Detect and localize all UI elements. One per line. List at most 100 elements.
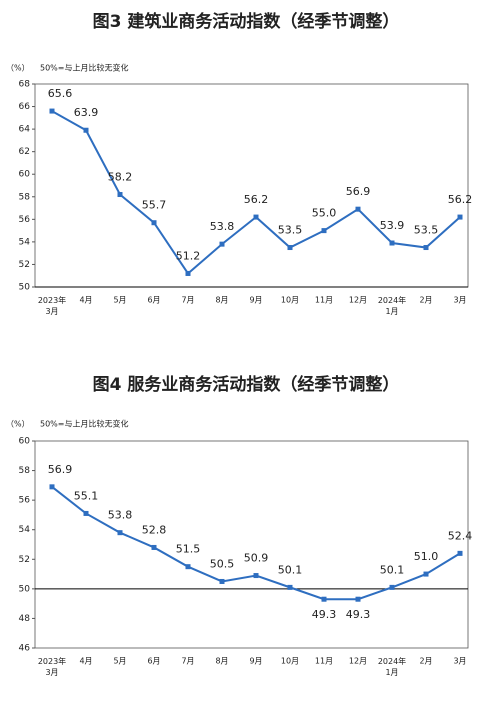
x-tick-label: 2月 <box>419 296 432 305</box>
x-tick-label: 5月 <box>113 657 126 666</box>
marker <box>287 584 293 590</box>
data-label: 55.1 <box>74 489 99 502</box>
plot-frame <box>34 440 469 649</box>
x-tick-label: 10月 <box>281 657 299 666</box>
marker <box>117 530 123 536</box>
y-tick-label: 58 <box>19 466 31 476</box>
x-tick-label: 11月 <box>315 296 333 305</box>
x-tick-label: 8月 <box>215 296 228 305</box>
marker <box>423 571 429 577</box>
y-tick-label: 62 <box>19 147 30 157</box>
data-label: 58.2 <box>108 171 133 184</box>
data-label: 51.5 <box>176 543 201 556</box>
data-label: 65.6 <box>48 87 73 100</box>
x-tick-label: 9月 <box>249 296 262 305</box>
x-tick-label: 4月 <box>79 296 92 305</box>
data-label: 56.9 <box>346 185 371 198</box>
data-label: 56.2 <box>244 193 269 206</box>
y-tick-label: 60 <box>19 170 31 180</box>
data-label: 55.7 <box>142 199 167 212</box>
x-tick-label: 4月 <box>79 657 92 666</box>
y-tick-label: 58 <box>19 192 31 202</box>
data-label: 50.1 <box>380 563 405 576</box>
marker <box>389 584 395 590</box>
y-tick-label: 66 <box>19 102 31 112</box>
x-tick-label: 2024年 1月 <box>378 295 406 316</box>
y-tick-label: 48 <box>19 614 31 624</box>
x-tick-label: 11月 <box>315 657 333 666</box>
note: 50%=与上月比较无变化 <box>40 419 128 429</box>
data-label: 56.9 <box>48 463 73 476</box>
marker <box>83 510 89 516</box>
x-tick-label: 6月 <box>147 296 160 305</box>
y-tick-label: 68 <box>19 80 31 90</box>
marker <box>49 108 55 114</box>
data-label: 53.5 <box>414 224 439 237</box>
y-tick-label: 60 <box>19 437 31 447</box>
data-label: 63.9 <box>74 106 99 119</box>
y-tick-label: 52 <box>19 555 30 565</box>
data-label: 49.3 <box>346 608 371 621</box>
x-tick-label: 6月 <box>147 657 160 666</box>
marker <box>185 270 191 276</box>
marker <box>389 240 395 246</box>
marker <box>457 214 463 220</box>
marker <box>185 564 191 570</box>
marker <box>321 228 327 234</box>
marker <box>423 245 429 251</box>
chart-title: 图4 服务业商务活动指数（经季节调整） <box>93 374 400 395</box>
y-tick-label: 46 <box>19 644 31 654</box>
marker <box>151 220 157 226</box>
x-tick-label: 12月 <box>349 657 367 666</box>
y-tick-label: 54 <box>19 525 31 535</box>
chart-title: 图3 建筑业商务活动指数（经季节调整） <box>93 11 400 32</box>
x-tick-label: 2023年 3月 <box>38 295 66 316</box>
x-tick-label: 5月 <box>113 296 126 305</box>
x-tick-label: 7月 <box>181 296 194 305</box>
data-label: 53.8 <box>210 220 235 233</box>
y-tick-label: 50 <box>19 283 31 293</box>
x-tick-label: 3月 <box>453 296 466 305</box>
marker <box>117 192 123 198</box>
data-label: 50.1 <box>278 563 303 576</box>
y-tick-label: 56 <box>19 496 31 506</box>
marker <box>83 127 89 133</box>
marker <box>355 596 361 602</box>
marker <box>219 578 225 584</box>
marker <box>321 596 327 602</box>
data-label: 56.2 <box>448 193 473 206</box>
marker <box>355 206 361 212</box>
data-label: 49.3 <box>312 608 337 621</box>
unit-label: （%） <box>6 420 30 429</box>
x-tick-label: 10月 <box>281 296 299 305</box>
y-tick-label: 64 <box>19 125 31 135</box>
data-label: 53.9 <box>380 219 405 232</box>
unit-label: （%） <box>6 64 30 73</box>
x-tick-label: 7月 <box>181 657 194 666</box>
data-label: 51.0 <box>414 550 439 563</box>
y-tick-label: 56 <box>19 215 31 225</box>
data-label: 52.8 <box>142 523 167 536</box>
y-tick-label: 50 <box>19 584 31 594</box>
marker <box>219 241 225 247</box>
x-tick-label: 12月 <box>349 296 367 305</box>
y-tick-label: 52 <box>19 260 30 270</box>
marker <box>151 544 157 550</box>
marker <box>253 573 259 579</box>
note: 50%=与上月比较无变化 <box>40 63 128 73</box>
x-tick-label: 3月 <box>453 657 466 666</box>
data-label: 53.8 <box>108 509 133 522</box>
data-label: 55.0 <box>312 207 337 220</box>
data-label: 51.2 <box>176 249 201 262</box>
marker <box>49 484 55 490</box>
data-label: 50.9 <box>244 552 269 565</box>
y-tick-label: 54 <box>19 237 31 247</box>
x-tick-label: 2024年 1月 <box>378 656 406 677</box>
data-label: 52.4 <box>448 529 473 542</box>
line <box>51 486 461 601</box>
marker <box>287 245 293 251</box>
x-tick-label: 9月 <box>249 657 262 666</box>
x-tick-label: 2023年 3月 <box>38 656 66 677</box>
data-label: 50.5 <box>210 557 235 570</box>
